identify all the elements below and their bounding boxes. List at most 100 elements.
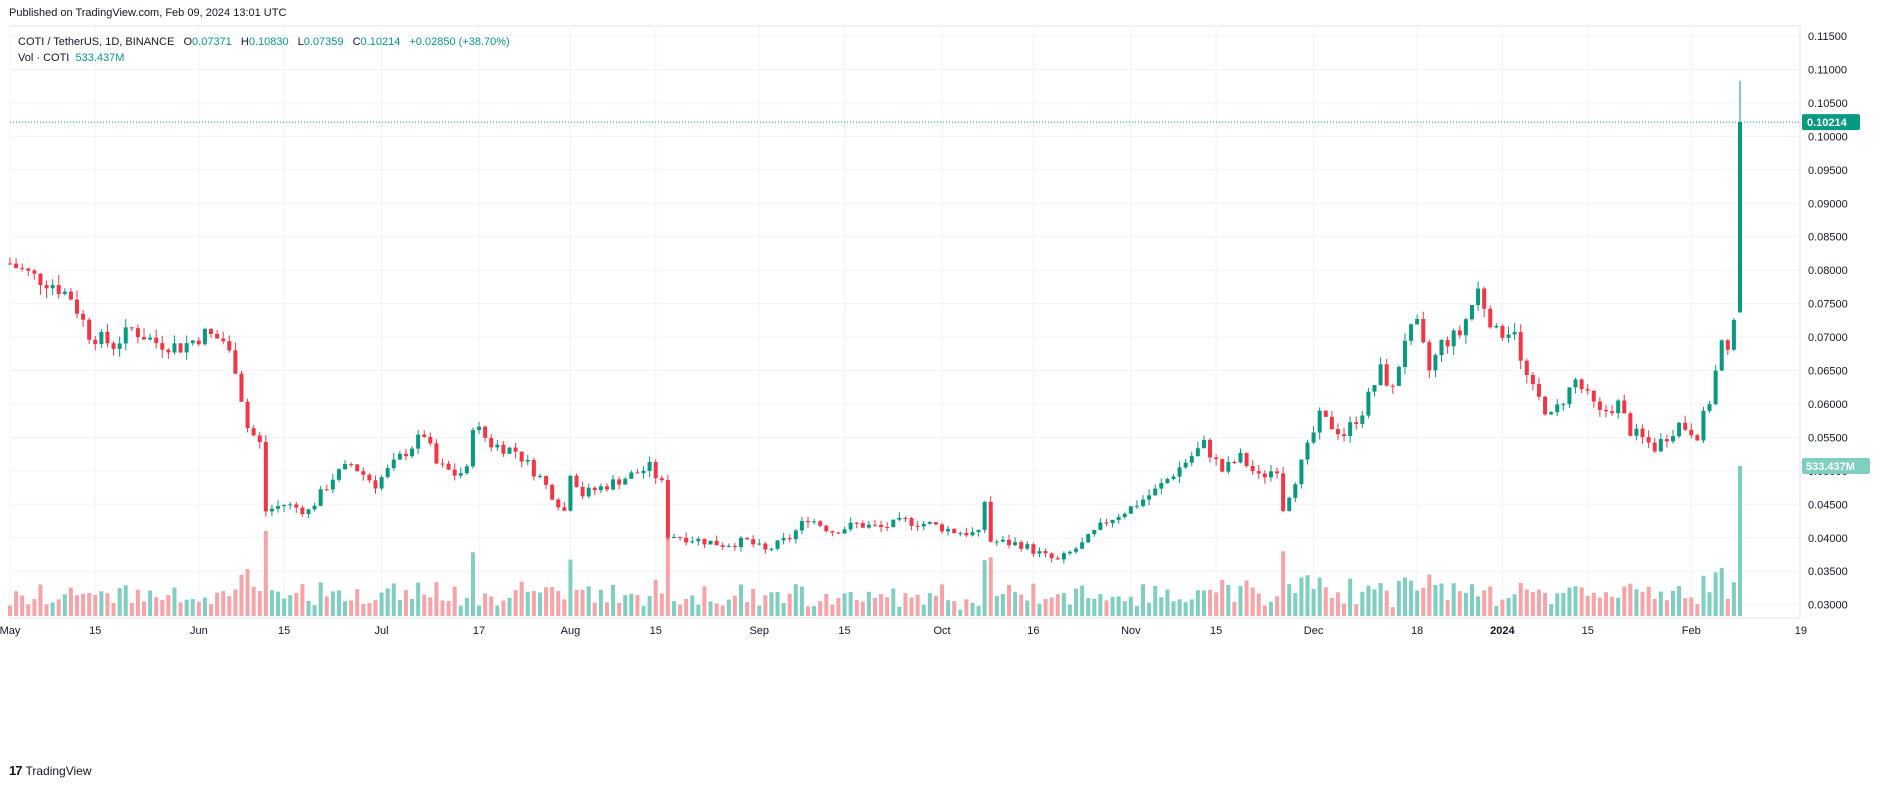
candle-body — [489, 437, 494, 448]
high-value: 0.10830 — [248, 36, 289, 48]
volume-bar — [946, 600, 951, 616]
volume-bar — [1250, 587, 1255, 616]
candle-body — [1329, 416, 1334, 430]
candle-body — [81, 313, 86, 320]
volume-bar — [117, 588, 122, 616]
volume-bar — [166, 595, 171, 616]
volume-bar — [854, 599, 859, 616]
volume-bar — [738, 584, 743, 616]
candle-body — [1482, 288, 1487, 309]
candle-body — [1153, 488, 1158, 496]
candle-body — [513, 447, 518, 452]
candle-body — [1250, 465, 1255, 472]
volume-bar — [215, 592, 220, 616]
volume-bar — [324, 596, 329, 616]
candle-body — [196, 340, 201, 345]
volume-bar — [970, 602, 975, 616]
candle-body — [1543, 396, 1548, 415]
volume-bar — [257, 591, 262, 616]
candle-body — [885, 526, 890, 528]
volume-bar — [1731, 582, 1736, 616]
volume-bar — [416, 582, 421, 616]
candle-body — [751, 539, 756, 545]
candle-body — [1299, 459, 1304, 485]
candle-body — [257, 435, 262, 443]
candle-body — [446, 463, 451, 470]
candle-body — [1098, 522, 1103, 530]
candle-body — [866, 524, 871, 528]
candle-body — [1463, 319, 1468, 336]
change-value: +0.02850 (+38.70%) — [409, 36, 510, 48]
candle-body — [1366, 391, 1371, 416]
volume-bar — [1195, 590, 1200, 616]
candle-body — [233, 350, 238, 374]
candle-body — [32, 270, 37, 274]
last-volume-badge — [1802, 458, 1870, 474]
volume-bar — [665, 533, 670, 616]
candle-body — [946, 528, 951, 532]
volume-bar — [562, 599, 567, 616]
candle-body — [410, 448, 415, 457]
volume-bar — [1451, 583, 1456, 616]
candle-body — [1201, 439, 1206, 449]
candle-body — [294, 504, 299, 508]
y-tick-label: 0.07500 — [1808, 299, 1848, 311]
candle-body — [330, 479, 335, 490]
volume-bar — [647, 595, 652, 616]
candle-body — [300, 507, 305, 514]
volume-bar — [1293, 593, 1298, 616]
volume-bar — [720, 605, 725, 616]
candle-body — [1281, 473, 1286, 511]
candle-body — [769, 548, 774, 550]
candle-body — [1573, 379, 1578, 388]
volume-bar — [1725, 598, 1730, 616]
volume-bar — [1007, 584, 1012, 616]
x-tick-label: 15 — [1210, 625, 1222, 637]
volume-bar — [1689, 597, 1694, 616]
x-tick-label: Jul — [375, 625, 389, 637]
candle-body — [1165, 478, 1170, 484]
volume-bar — [111, 603, 116, 616]
candle-body — [1037, 551, 1042, 554]
candle-body — [1579, 379, 1584, 390]
x-tick-label: Nov — [1121, 625, 1141, 637]
volume-bar — [1536, 589, 1541, 616]
volume-bar — [1494, 605, 1499, 616]
candle-body — [623, 478, 628, 485]
candle-body — [732, 545, 737, 548]
candle-body — [135, 328, 140, 338]
volume-bar — [239, 574, 244, 616]
y-tick-label: 0.09500 — [1808, 165, 1848, 177]
candle-body — [994, 541, 999, 543]
volume-bar — [1695, 604, 1700, 616]
volume-bar — [312, 605, 317, 616]
candle-body — [1378, 364, 1383, 386]
footer-branding: 17 TradingView — [9, 763, 92, 778]
volume-bar — [1232, 601, 1237, 616]
candle-body — [988, 501, 993, 542]
symbol-label[interactable]: COTI / TetherUS, 1D, BINANCE — [18, 36, 175, 48]
candle-body — [1603, 409, 1608, 412]
candle-body — [349, 463, 354, 465]
candle-body — [1457, 330, 1462, 336]
candle-body — [1025, 544, 1030, 549]
candle-body — [586, 487, 591, 497]
volume-bar — [1719, 568, 1724, 616]
candle-body — [8, 263, 12, 265]
volume-bar — [99, 591, 104, 616]
candle-body — [38, 273, 43, 286]
volume-bar — [513, 590, 518, 616]
volume-bar — [1396, 580, 1401, 616]
candle-body — [373, 480, 378, 489]
candle-body — [1549, 412, 1554, 415]
volume-bar — [678, 604, 683, 616]
x-tick-label: 16 — [1027, 625, 1039, 637]
volume-bar — [1074, 588, 1079, 616]
volume-bar — [403, 590, 408, 616]
candle-body — [1402, 340, 1407, 367]
volume-bar — [379, 592, 384, 616]
volume-bar — [1506, 598, 1511, 616]
candle-body — [1128, 506, 1133, 514]
volume-bar — [288, 595, 293, 616]
